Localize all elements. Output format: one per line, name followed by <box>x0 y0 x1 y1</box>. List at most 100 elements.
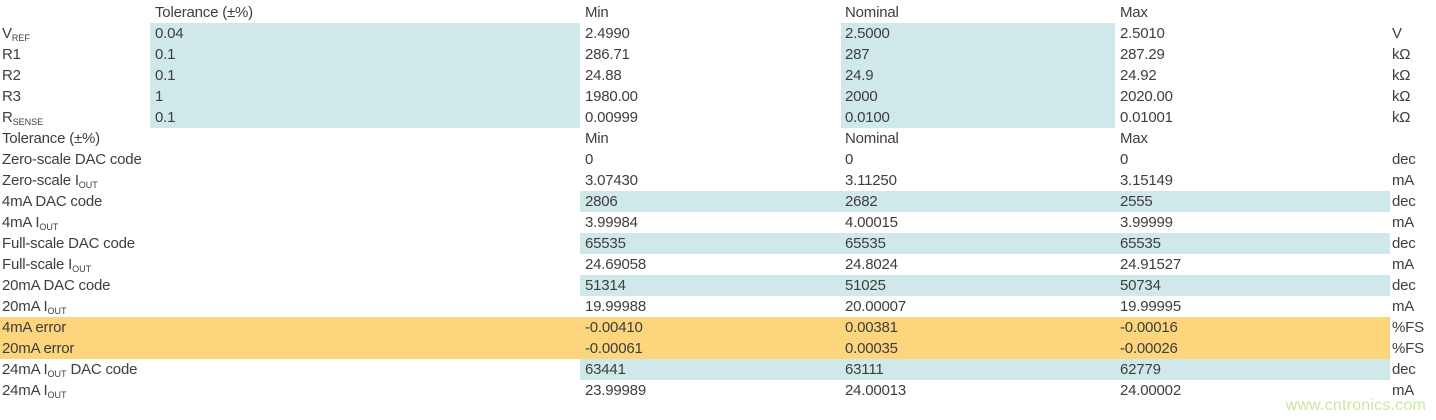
cell-min: 65535 <box>580 233 841 254</box>
cell-max: 3.15149 <box>1120 172 1173 189</box>
cell-nominal: 0 <box>845 151 854 168</box>
cell-label: 24mA IOUT <box>2 382 67 400</box>
cell-unit: dec <box>1392 277 1416 294</box>
cell-min: -0.00061 <box>580 338 841 359</box>
cell-max: 0.01001 <box>1120 109 1173 126</box>
cell-tolerance: 0.1 <box>150 44 580 65</box>
cell-tolerance <box>150 296 580 317</box>
table-row: 20mA error -0.00061 0.00035 -0.00026 %FS <box>0 338 1436 359</box>
cell-min: 51314 <box>580 275 841 296</box>
cell-max: 2.5010 <box>1120 25 1165 42</box>
cell-nominal: 65535 <box>841 233 1115 254</box>
cell-unit: dec <box>1392 151 1416 168</box>
cell-tolerance <box>150 359 580 380</box>
table-row: 20mA DAC code 51314 51025 50734 dec <box>0 275 1436 296</box>
label-subscript: OUT <box>47 306 67 316</box>
table-header-row: Tolerance (±%) Min Nominal Max <box>0 128 1436 149</box>
cell-unit: %FS <box>1392 340 1424 357</box>
cell-min: 63441 <box>580 359 841 380</box>
cell-nominal: Nominal <box>845 130 899 147</box>
cell-unit: kΩ <box>1392 88 1411 105</box>
cell-tolerance <box>150 212 580 233</box>
cell-nominal: 24.9 <box>841 65 1115 86</box>
cell-nominal: 2682 <box>841 191 1115 212</box>
cell-label: 20mA error <box>0 338 150 359</box>
cell-tolerance <box>150 170 580 191</box>
watermark-text: www.cntronics.com <box>1285 397 1426 414</box>
cell-unit: V <box>1392 25 1402 42</box>
cell-unit: kΩ <box>1392 109 1411 126</box>
cell-max: 0 <box>1120 151 1129 168</box>
cell-unit: dec <box>1392 193 1416 210</box>
cell-max: 24.00002 <box>1120 382 1181 399</box>
cell-nominal: 0.00381 <box>841 317 1115 338</box>
cell-tolerance: 1 <box>150 86 580 107</box>
cell-label: 24mA IOUT DAC code <box>2 361 138 379</box>
cell-label: 20mA IOUT <box>2 298 67 316</box>
cell-max: 62779 <box>1115 359 1390 380</box>
cell-unit: mA <box>1392 298 1415 315</box>
cell-tolerance <box>150 233 580 254</box>
cell-min: 1980.00 <box>585 88 638 105</box>
table-row: 4mA DAC code 2806 2682 2555 dec <box>0 191 1436 212</box>
cell-min: 19.99988 <box>585 298 646 315</box>
cell-nominal: 24.8024 <box>845 256 898 273</box>
cell-max: 24.91527 <box>1120 256 1181 273</box>
cell-max: Max <box>1120 4 1148 21</box>
cell-label: VREF <box>2 25 30 43</box>
cell-nominal: 2.5000 <box>841 23 1115 44</box>
cell-max: 50734 <box>1115 275 1390 296</box>
label-subscript: OUT <box>78 180 98 190</box>
cell-min: Min <box>585 4 609 21</box>
cell-nominal: 0.00035 <box>841 338 1115 359</box>
cell-unit <box>1390 2 1436 23</box>
table-row: R3 1 1980.00 2000 2020.00 kΩ <box>0 86 1436 107</box>
cell-nominal: 24.00013 <box>845 382 906 399</box>
cell-label: 4mA error <box>0 317 150 338</box>
cell-min: 2806 <box>580 191 841 212</box>
cell-min: 23.99989 <box>585 382 646 399</box>
cell-label: Zero-scale DAC code <box>2 151 142 168</box>
cell-tolerance <box>150 149 580 170</box>
cell-min: 0 <box>585 151 594 168</box>
cell-max: -0.00016 <box>1115 317 1390 338</box>
cell-min: Min <box>585 130 609 147</box>
cell-max: 19.99995 <box>1120 298 1181 315</box>
table-row: R2 0.1 24.88 24.9 24.92 kΩ <box>0 65 1436 86</box>
table-row: 24mA IOUT 23.99989 24.00013 24.00002 mA <box>0 380 1436 401</box>
cell-tolerance <box>150 338 580 359</box>
cell-max: Max <box>1120 130 1148 147</box>
label-subscript: OUT <box>47 369 67 379</box>
cell-tolerance: 0.1 <box>150 107 580 128</box>
cell-label: 4mA DAC code <box>2 193 103 210</box>
cell-min: 3.99984 <box>585 214 638 231</box>
cell-min: 24.69058 <box>585 256 646 273</box>
cell-label: Zero-scale IOUT <box>2 172 98 190</box>
label-subscript: SENSE <box>12 117 44 127</box>
cell-min: 0.00999 <box>585 109 638 126</box>
table-header-row: Tolerance (±%) Min Nominal Max <box>0 2 1436 23</box>
cell-unit: dec <box>1392 361 1416 378</box>
cell-max: 3.99999 <box>1120 214 1173 231</box>
cell-unit: dec <box>1392 235 1416 252</box>
table-row: VREF 0.04 2.4990 2.5000 2.5010 V <box>0 23 1436 44</box>
cell-label: R1 <box>2 46 21 63</box>
cell-tolerance <box>150 380 580 401</box>
label-subscript: REF <box>11 33 30 43</box>
cell-label: Full-scale IOUT <box>2 256 92 274</box>
cell-tolerance: 0.04 <box>150 23 580 44</box>
cell-label: R2 <box>2 67 21 84</box>
cell-nominal: Nominal <box>845 4 899 21</box>
cell-max: -0.00026 <box>1115 338 1390 359</box>
cell-nominal: 63111 <box>841 359 1115 380</box>
cell-tolerance <box>150 254 580 275</box>
label-subscript: OUT <box>39 222 59 232</box>
table-row: 20mA IOUT 19.99988 20.00007 19.99995 mA <box>0 296 1436 317</box>
cell-nominal: 51025 <box>841 275 1115 296</box>
table-row: Full-scale DAC code 65535 65535 65535 dec <box>0 233 1436 254</box>
cell-label: R3 <box>2 88 21 105</box>
cell-label: RSENSE <box>2 109 44 127</box>
table-row: 24mA IOUT DAC code 63441 63111 62779 dec <box>0 359 1436 380</box>
cell-tolerance <box>150 191 580 212</box>
cell-max: 2555 <box>1115 191 1390 212</box>
